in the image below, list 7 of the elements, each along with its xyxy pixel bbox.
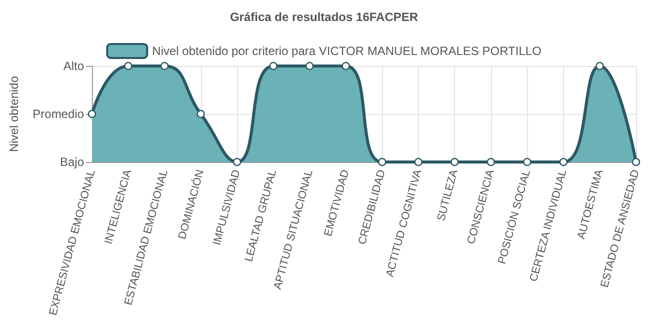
y-axis-title: Nivel obtenido xyxy=(7,76,21,152)
x-tick-label: LEALTAD GRUPAL xyxy=(242,168,280,264)
legend-label: Nivel obtenido por criterio para VICTOR MANUEL MORALES PORTILLO xyxy=(152,44,542,58)
category-label: Alto xyxy=(63,59,84,73)
category-label: Promedio xyxy=(32,107,84,121)
category-label: Bajo xyxy=(60,155,84,169)
chart-title: Gráfica de resultados 16FACPER xyxy=(230,10,418,24)
